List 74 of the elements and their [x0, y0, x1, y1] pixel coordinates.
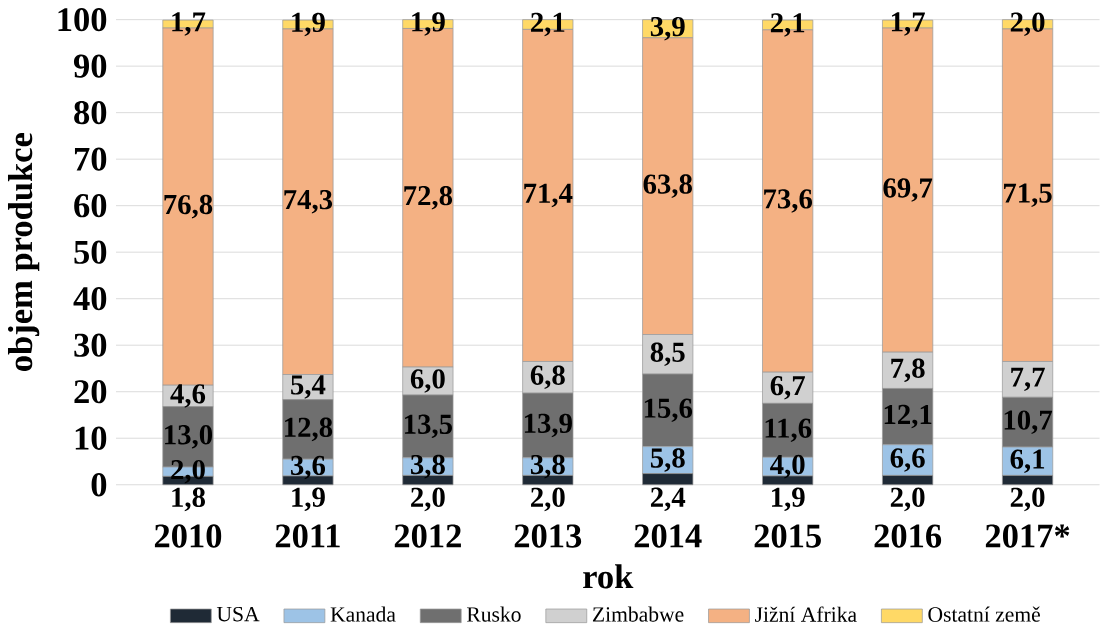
- x-axis-title: rok: [583, 564, 634, 589]
- legend-label: USA: [216, 606, 260, 622]
- data-label: 11,6: [765, 418, 812, 443]
- y-axis-title: objem produkce: [7, 133, 40, 371]
- data-label: 3,8: [530, 454, 565, 479]
- x-tick-label: 2013: [514, 524, 582, 548]
- data-label: 2,1: [770, 13, 805, 37]
- data-label: 1,9: [292, 487, 325, 512]
- legend-label: Jižní Afrika: [755, 606, 857, 622]
- data-label: 7,8: [891, 358, 925, 383]
- legend-label: Zimbabwe: [592, 606, 684, 622]
- data-label: 13,9: [524, 413, 572, 438]
- data-label: 6,7: [770, 376, 805, 400]
- data-label: 1,7: [891, 12, 925, 36]
- y-tick-label: 40: [73, 287, 107, 311]
- y-tick-label: 50: [74, 240, 107, 264]
- y-tick-label: 30: [74, 333, 107, 357]
- data-label: 3,8: [410, 454, 445, 479]
- data-label: 2,0: [890, 487, 925, 512]
- data-label: 73,6: [764, 189, 813, 213]
- data-label: 10,7: [1004, 410, 1053, 435]
- x-tick-label: 2016: [874, 524, 942, 548]
- data-label: 2,1: [531, 12, 565, 37]
- x-tick-label: 2011: [275, 524, 340, 548]
- data-label: 1,9: [772, 487, 805, 512]
- legend-label: Ostatní země: [928, 606, 1040, 622]
- data-label: 1,8: [172, 487, 205, 512]
- data-label: 6,8: [530, 365, 565, 390]
- y-tick-label: 90: [73, 54, 107, 78]
- data-label: 4,0: [770, 454, 805, 479]
- data-label: 72,8: [404, 186, 453, 210]
- data-label: 71,5: [1004, 183, 1052, 208]
- data-label: 5,8: [650, 448, 685, 472]
- x-tick-label: 2014: [634, 524, 702, 548]
- data-label: 6,6: [890, 448, 925, 472]
- y-tick-label: 20: [74, 380, 107, 404]
- data-label: 13,5: [404, 414, 452, 439]
- data-label: 2,0: [531, 487, 565, 512]
- data-label: 13,0: [165, 425, 213, 449]
- data-label: 74,3: [284, 190, 333, 214]
- data-label: 12,8: [285, 417, 333, 442]
- data-label: 2,4: [650, 487, 686, 512]
- data-label: 71,4: [524, 183, 573, 208]
- y-tick-label: 100: [58, 8, 107, 32]
- data-label: 63,8: [643, 174, 692, 199]
- data-label: 2,0: [1010, 12, 1045, 37]
- data-label: 69,7: [883, 178, 933, 202]
- data-label: 12,1: [884, 404, 932, 429]
- data-label: 2,0: [1010, 487, 1045, 512]
- data-label: 5,4: [291, 375, 326, 399]
- y-tick-label: 0: [91, 473, 107, 497]
- data-label: 6,0: [410, 369, 445, 393]
- legend-label: Kanada: [330, 606, 396, 622]
- y-tick-label: 60: [74, 194, 107, 218]
- y-tick-label: 80: [74, 101, 107, 125]
- legend-label: Rusko: [466, 606, 521, 622]
- data-label: 1,9: [292, 12, 325, 37]
- data-label: 4,6: [170, 384, 206, 408]
- x-tick-label: 2012: [394, 524, 461, 548]
- data-label: 1,7: [172, 12, 206, 36]
- data-label: 3,6: [291, 455, 326, 480]
- data-label: 7,7: [1011, 367, 1045, 392]
- y-tick-label: 10: [75, 426, 107, 450]
- x-tick-label: 2010: [154, 524, 222, 548]
- x-tick-label: 2015: [754, 524, 821, 548]
- data-label: 2,0: [411, 487, 445, 512]
- y-tick-label: 70: [74, 147, 107, 171]
- data-label: 6,1: [1010, 449, 1045, 474]
- data-label: 1,9: [412, 12, 445, 36]
- data-label: 8,5: [650, 342, 685, 367]
- data-label: 15,6: [644, 398, 693, 423]
- data-label: 3,9: [650, 17, 685, 41]
- x-tick-label: 2017*: [985, 524, 1070, 548]
- data-label: 76,8: [164, 194, 213, 219]
